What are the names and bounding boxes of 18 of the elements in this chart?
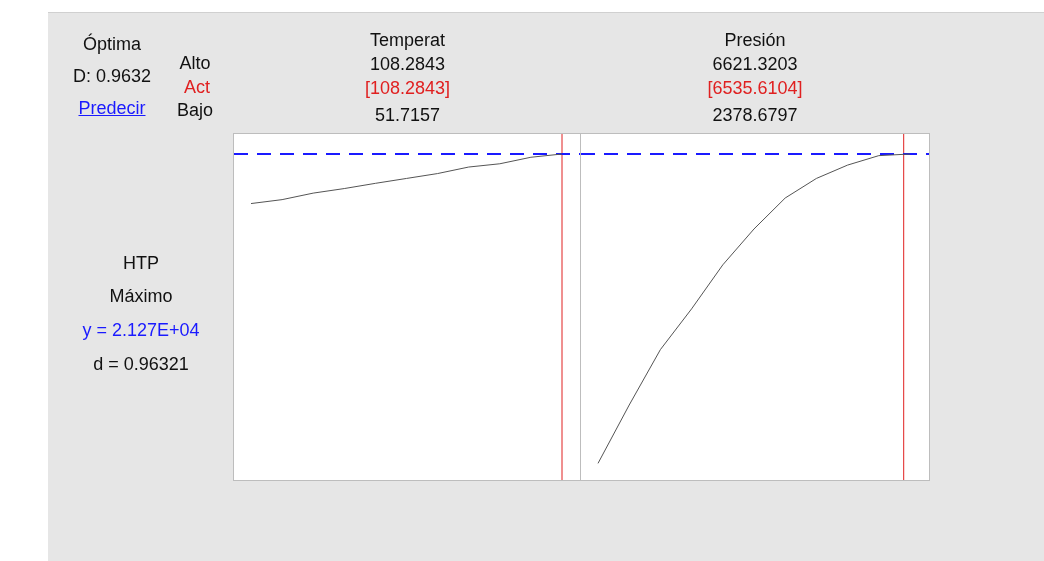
text: Alto bbox=[179, 53, 211, 73]
text: Máximo bbox=[109, 286, 173, 306]
chart-title: Presión bbox=[724, 30, 786, 50]
text: [6535.6104] bbox=[707, 78, 803, 98]
chart-title: Temperat bbox=[369, 30, 446, 50]
text: 51.7157 bbox=[374, 105, 441, 125]
text: y = 2.127E+04 bbox=[82, 320, 200, 340]
text: 6621.3203 bbox=[712, 54, 798, 74]
text: HTP bbox=[123, 253, 159, 273]
text: Óptima bbox=[82, 34, 142, 54]
text: Bajo bbox=[176, 100, 214, 120]
text: [108.2843] bbox=[364, 78, 451, 98]
text: D: 0.9632 bbox=[72, 66, 152, 86]
text: 108.2843 bbox=[369, 54, 446, 74]
text: Act bbox=[183, 77, 210, 97]
text: Predecir bbox=[78, 98, 146, 118]
text: d = 0.96321 bbox=[93, 354, 189, 374]
text: 2378.6797 bbox=[712, 105, 798, 125]
